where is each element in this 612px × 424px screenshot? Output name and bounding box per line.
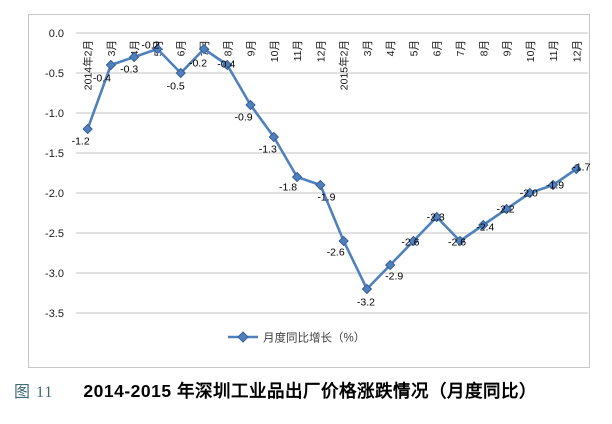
line-chart: 0.0 -0.5 -1.0 -1.5 -2.0 -2.5 -3.0 -3.5 2014年2月 3月… [28,14,591,368]
data-point-marker [198,43,210,55]
data-point-marker [82,123,93,135]
x-axis-tick-label: 2015年2月 [338,40,351,90]
data-label: -0.4 [93,73,111,85]
data-point-marker [338,235,349,247]
y-axis-tick-label: -1.5 [45,148,64,160]
data-point-marker [361,283,373,295]
data-point-marker [478,219,489,231]
data-point-marker [245,99,256,111]
data-label: -2.0 [520,188,538,200]
x-axis-tick-label: 4月 [385,40,397,56]
data-label: -0.5 [167,81,185,93]
y-axis-tick-label: -3.5 [45,308,64,320]
data-point-marker [431,211,442,223]
data-label: -2.6 [327,247,345,259]
x-axis-tick-label: 7月 [455,40,467,56]
data-label: -2.4 [476,222,494,234]
data-point-marker [291,171,303,183]
x-axis-tick-label: 10月 [269,40,281,62]
y-axis-tick-label: -0.5 [45,68,64,80]
chart-frame: 0.0 -0.5 -1.0 -1.5 -2.0 -2.5 -3.0 -3.5 2014年2月 3月… [28,14,591,368]
data-label: -2.6 [401,237,419,249]
x-axis-tick-label: 8月 [222,40,234,56]
data-label: -0.2 [189,58,207,70]
y-axis-tick-label: 0.0 [49,28,64,40]
data-point-marker [152,43,163,55]
x-axis-tick-label: 12月 [571,40,583,62]
data-label: -2.3 [427,212,445,224]
data-point-marker [268,131,280,143]
data-label: -3.2 [357,297,375,309]
x-axis-tick-label: 9月 [502,40,514,56]
data-label: -1.2 [72,136,90,148]
x-axis-tick-label: 6月 [432,40,444,56]
x-axis-tick-label: 11月 [548,40,560,61]
data-label: -0.3 [120,64,138,76]
data-label: -1.8 [279,182,297,194]
data-label: -1.9 [317,192,335,204]
x-axis-tick-label: 11月 [292,40,304,61]
figure-number: 图 11 [14,384,54,401]
data-point-marker [175,67,186,79]
y-axis-tick-label: -2.5 [45,228,64,240]
data-label: -1.9 [546,180,564,192]
x-axis-tick-label: 12月 [315,40,327,62]
x-axis-tick-label: 5月 [408,40,420,56]
data-series-line [86,47,578,291]
x-axis-tick-label: 2014年2月 [82,40,95,90]
x-axis-tick-label: 6月 [176,40,188,56]
data-point-marker [384,259,396,271]
y-axis-tick-label: -1.0 [45,108,64,120]
data-point-marker [222,59,233,71]
data-label: -0.2 [141,40,159,52]
x-axis-tick-label: 3月 [106,40,118,56]
figure-caption: 2014-2015 年深圳工业品出厂价格涨跌情况（月度同比） [83,381,537,401]
x-axis-tick-label: 9月 [246,40,258,56]
data-point-marker [105,59,117,71]
data-point-marker [128,51,140,63]
x-axis-tick-label: 10月 [525,40,537,62]
data-label: -1.3 [259,144,277,156]
data-point-marker [547,179,559,191]
data-label: -0.4 [217,59,235,71]
data-label: -1.7 [572,162,590,174]
data-point-marker [454,235,466,247]
y-axis-tick-label: -2.0 [45,188,64,200]
data-label: -0.9 [234,112,252,124]
x-axis-tick-label: 3月 [362,40,374,56]
figure-caption-row: 图 11 2014-2015 年深圳工业品出厂价格涨跌情况（月度同比） [14,378,606,403]
data-point-marker [571,163,582,175]
data-label: -2.2 [496,204,514,216]
data-point-marker [524,187,536,199]
legend-diamond-marker-icon [237,331,249,343]
legend-label: 月度同比增长（%） [263,331,365,345]
x-axis-tick-label: 4月 [129,40,141,56]
data-point-marker [315,179,326,191]
data-label: -2.6 [448,237,466,249]
x-axis-tick-label: 8月 [478,40,490,56]
data-point-marker [501,203,512,215]
y-axis-tick-label: -3.0 [45,268,64,280]
data-point-marker [408,235,419,247]
data-label: -2.9 [385,271,403,283]
